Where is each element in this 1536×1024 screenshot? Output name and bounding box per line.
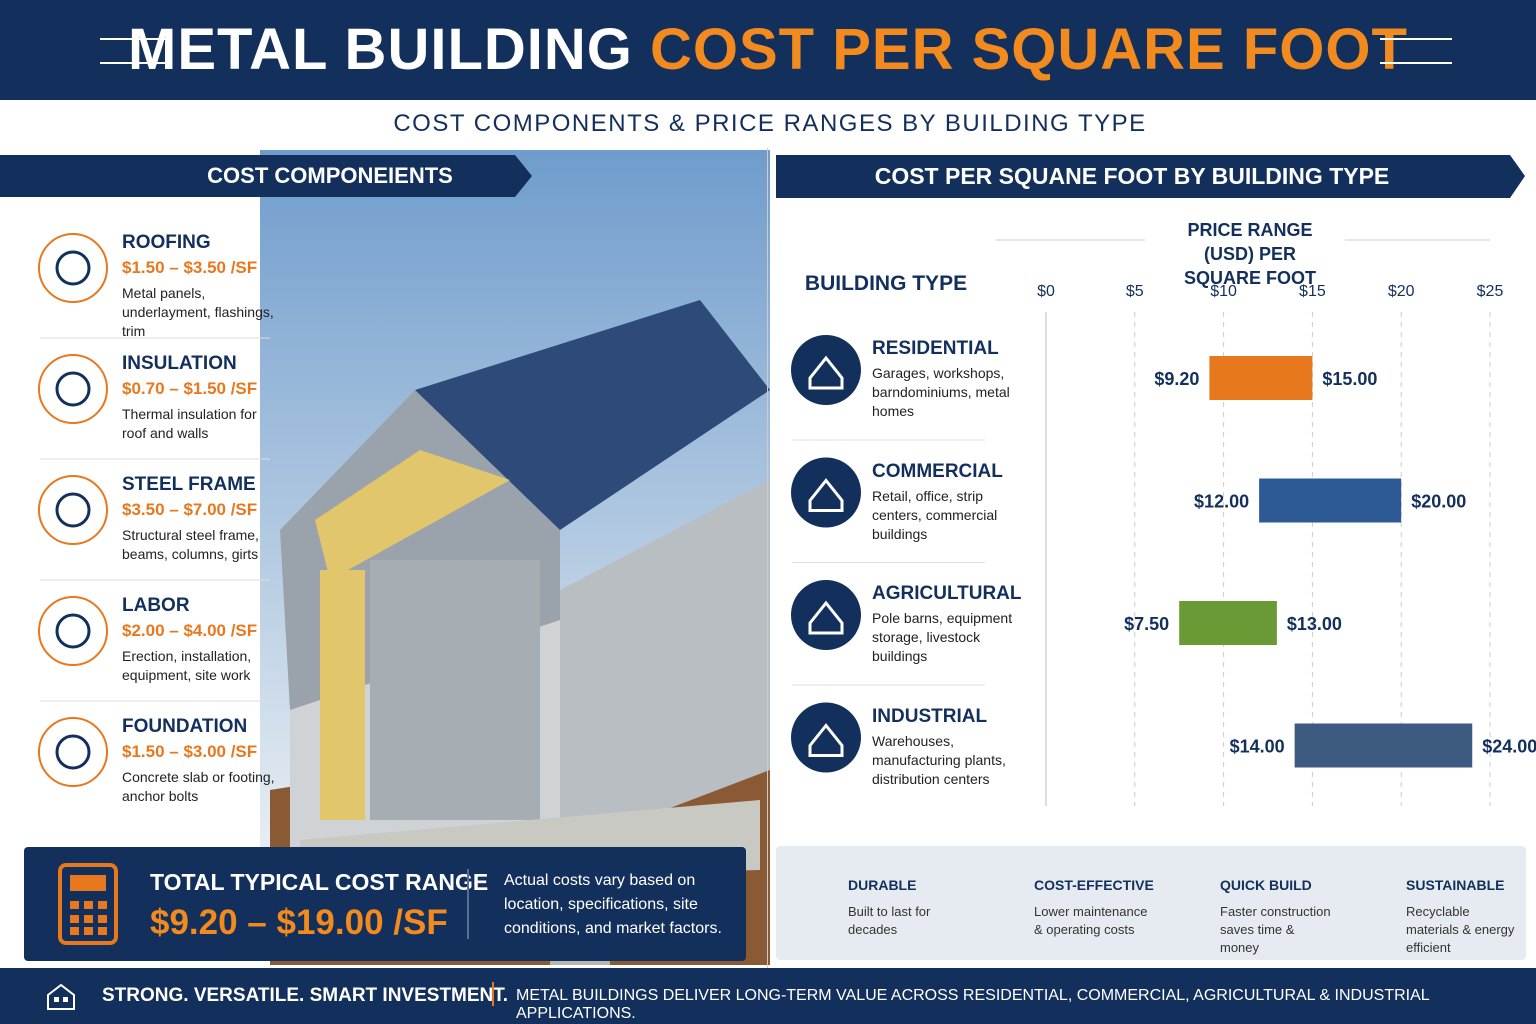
divider [767, 148, 768, 968]
component-cost: $0.70 – $1.50 /SF [122, 379, 258, 398]
category-description: Warehouses, manufacturing plants, distri… [872, 732, 1006, 787]
divider [467, 869, 469, 939]
category-name: COMMERCIAL [872, 460, 1003, 482]
category-description: Retail, office, strip centers, commercia… [872, 487, 998, 542]
calculator-icon [58, 863, 118, 945]
component-name: FOUNDATION [122, 716, 248, 737]
component: FOUNDATION $1.50 – $3.00 /SF Concrete slab… [122, 716, 282, 806]
component: INSULATION $0.70 – $1.50 /SF Thermal insul… [122, 353, 282, 443]
title-part: COST PER SQUARE FOOT [650, 17, 1408, 82]
low-label: $12.00 [1194, 492, 1249, 512]
low-label: $7.50 [1124, 614, 1169, 634]
category-name: AGRICULTURAL [872, 583, 1022, 604]
range-bar [1179, 601, 1277, 645]
category-icon [791, 702, 861, 773]
features-box [776, 846, 1526, 960]
high-label: $20.00 [1411, 492, 1466, 512]
range-bar [1209, 356, 1313, 400]
low-label: $14.00 [1230, 737, 1285, 757]
component-name: ROOFING [122, 232, 211, 253]
component-name: STEEL FRAME [122, 474, 256, 495]
component-name: INSULATION [122, 353, 237, 374]
range-bar [1294, 723, 1473, 768]
category-description: Pole barns, equipment storage, livestock… [872, 610, 1013, 664]
component: LABOR $2.00 – $4.00 /SF Erection, installa… [122, 595, 282, 685]
title: METAL BUILDING COST PER SQUARE FOOT [0, 16, 1536, 83]
component-description: Structural steel frame, beams, columns, … [122, 527, 259, 562]
total-note: Actual costs vary based on location, spe… [504, 872, 722, 937]
category-name: INDUSTRIAL [872, 705, 988, 727]
feature-title: COST-EFFECTIVE [1034, 877, 1154, 893]
feature-text: Recyclable materials & energy efficient [1406, 904, 1515, 955]
feature-title: DURABLE [848, 877, 917, 893]
category-label: BUILDING TYPE [805, 272, 967, 295]
feature-text: Faster construction saves time & money [1220, 904, 1331, 955]
component-description: Thermal insulation for roof and walls [122, 406, 257, 441]
footer-text: METAL BUILDINGS DELIVER LONG-TERM VALUE … [516, 987, 1430, 1022]
x-tick-label: $0 [1037, 283, 1055, 300]
divider [492, 982, 494, 1006]
footer-icon [47, 983, 75, 1010]
title-part: METAL BUILDING [128, 17, 633, 82]
category-name: RESIDENTIAL [872, 338, 999, 359]
panel-banner [0, 155, 532, 197]
category-icon [791, 580, 861, 650]
category-icon [791, 335, 861, 405]
x-tick-label: $25 [1477, 283, 1504, 300]
header: METAL BUILDING COST PER SQUARE FOOT [0, 0, 1536, 100]
x-tick-label: $20 [1388, 283, 1415, 300]
footer-tagline: STRONG. VERSATILE. SMART INVESTMENT. [102, 985, 509, 1006]
component-name: LABOR [122, 595, 190, 616]
component: ROOFING $1.50 – $3.50 /SF Metal panels, un… [122, 232, 282, 341]
category-icon [791, 457, 861, 528]
range-bar [1259, 478, 1402, 523]
panel-heading: COST COMPONEIENTS [207, 163, 453, 188]
component-description: Erection, installation, equipment, site … [122, 648, 252, 683]
category-icon-glyph [808, 600, 844, 635]
chart-banner [776, 155, 1525, 198]
category-icon-glyph [808, 355, 844, 390]
low-label: $9.20 [1154, 369, 1199, 389]
total-title: TOTAL TYPICAL COST RANGE [150, 869, 489, 895]
category-icon-glyph [808, 723, 844, 757]
x-tick-label: $5 [1126, 283, 1144, 300]
feature-text: Lower maintenance & operating costs [1034, 904, 1148, 937]
feature-title: SUSTAINABLE [1406, 877, 1505, 893]
component-cost: $1.50 – $3.50 /SF [122, 258, 258, 277]
decor [100, 38, 172, 64]
category-icon-glyph [808, 478, 844, 512]
subtitle: COST COMPONENTS & PRICE RANGES BY BUILDI… [393, 110, 1147, 137]
decor [1380, 38, 1452, 64]
total-range: $9.20 – $19.00 /SF [150, 903, 448, 942]
feature-text: Built to last for decades [848, 904, 931, 937]
illustration [260, 150, 770, 965]
high-label: $15.00 [1322, 369, 1377, 389]
component-cost: $3.50 – $7.00 /SF [122, 500, 258, 519]
feature-title: QUICK BUILD [1220, 877, 1312, 893]
component: STEEL FRAME $3.50 – $7.00 /SF Structural s… [122, 474, 282, 564]
x-axis-label: PRICE RANGE (USD) PER SQUARE FOOT [1183, 220, 1316, 288]
total-box: TOTAL TYPICAL COST RANGE $9.20 – $19.00 … [24, 847, 746, 961]
chart-title: COST PER SQUANE FOOT BY BUILDING TYPE [875, 163, 1390, 189]
high-label: $13.00 [1287, 614, 1342, 634]
component-description: Metal panels, underlayment, flashings, t… [122, 285, 274, 339]
category-description: Garages, workshops, barndominiums, metal… [872, 365, 1010, 419]
high-label: $24.00 [1482, 737, 1536, 757]
component-cost: $1.50 – $3.00 /SF [122, 742, 258, 761]
component-description: Concrete slab or footing, anchor bolts [122, 769, 275, 804]
component-cost: $2.00 – $4.00 /SF [122, 621, 258, 640]
footer: STRONG. VERSATILE. SMART INVESTMENT. MET… [0, 968, 1536, 1024]
